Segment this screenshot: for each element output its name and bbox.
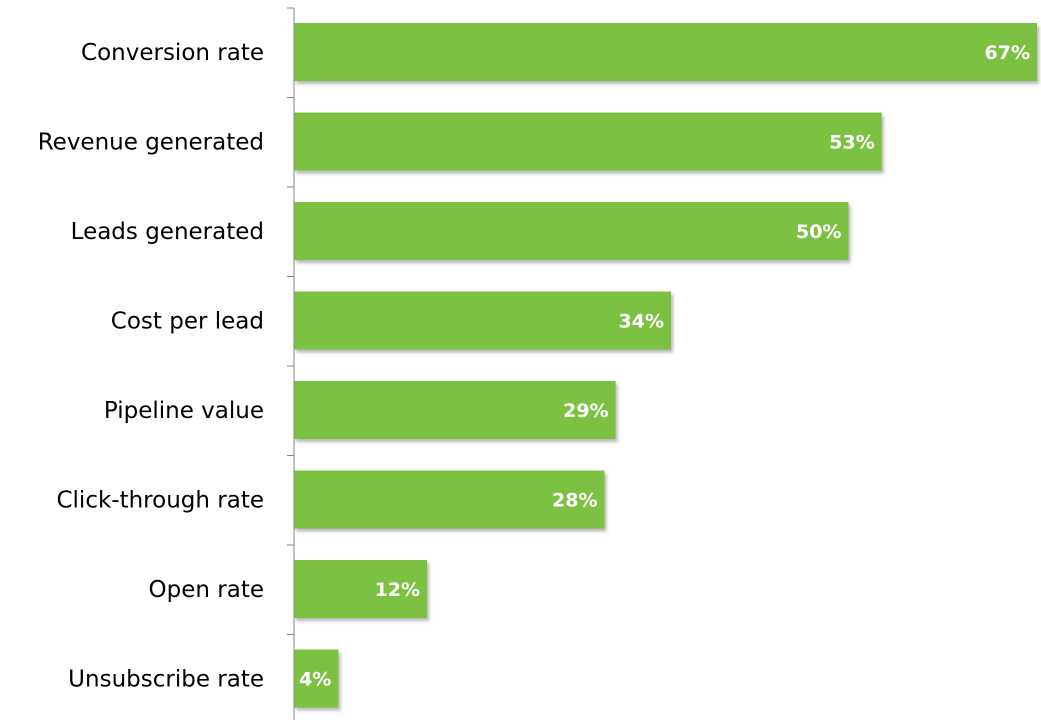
value-label-pipeline-value: 29% — [563, 400, 608, 422]
bar-revenue-generated — [294, 112, 882, 171]
value-label-conversion-rate: 67% — [985, 42, 1030, 64]
bars-group: 67% 53% 50% 34% 29% 28% 12% 4% — [294, 23, 1037, 708]
category-label-revenue-generated: Revenue generated — [38, 130, 264, 156]
value-label-leads-generated: 50% — [796, 221, 841, 243]
category-label-open-rate: Open rate — [149, 577, 264, 603]
category-labels: Conversion rate Revenue generated Leads ge… — [38, 40, 264, 693]
value-label-cost-per-lead: 34% — [619, 311, 664, 333]
bar-open-rate — [294, 560, 428, 618]
category-label-unsubscribe-rate: Unsubscribe rate — [68, 667, 264, 693]
bar-unsubscribe-rate — [294, 649, 339, 708]
bar-conversion-rate — [294, 23, 1037, 81]
category-label-click-through-rate: Click-through rate — [56, 488, 264, 514]
category-label-cost-per-lead: Cost per lead — [111, 309, 264, 335]
value-label-revenue-generated: 53% — [829, 132, 874, 154]
category-label-pipeline-value: Pipeline value — [104, 398, 264, 424]
value-label-open-rate: 12% — [375, 579, 420, 601]
bar-pipeline-value — [294, 381, 616, 439]
bar-leads-generated — [294, 202, 849, 260]
category-label-conversion-rate: Conversion rate — [81, 40, 264, 66]
bar-click-through-rate — [294, 470, 605, 529]
value-label-unsubscribe-rate: 4% — [299, 669, 331, 691]
bar-cost-per-lead — [294, 291, 672, 350]
y-axis — [287, 7, 295, 720]
category-label-leads-generated: Leads generated — [71, 219, 264, 245]
value-label-click-through-rate: 28% — [552, 490, 597, 512]
